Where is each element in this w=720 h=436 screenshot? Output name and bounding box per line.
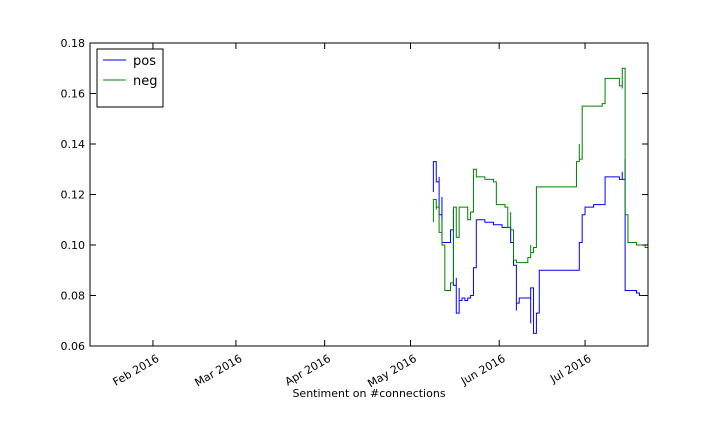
legend-box bbox=[96, 48, 164, 108]
series-layer bbox=[432, 67, 649, 334]
y-tick-label: 0.10 bbox=[61, 239, 86, 252]
y-tick-label: 0.12 bbox=[61, 189, 86, 202]
y-tick-label: 0.14 bbox=[61, 138, 86, 151]
y-tick-label: 0.08 bbox=[61, 290, 86, 303]
y-tick-label: 0.06 bbox=[61, 340, 86, 353]
legend-label-neg: neg bbox=[133, 74, 158, 89]
y-axis: 0.06 0.08 0.10 0.12 0.14 0.16 0.18 bbox=[61, 37, 648, 353]
series-line-pos bbox=[432, 159, 649, 334]
x-axis-label: Sentiment on #connections bbox=[292, 387, 445, 400]
legend: pos neg bbox=[96, 48, 164, 108]
series-line-neg bbox=[432, 67, 649, 291]
legend-label-pos: pos bbox=[133, 54, 156, 69]
y-tick-label: 0.16 bbox=[61, 88, 86, 101]
y-tick-label: 0.18 bbox=[61, 37, 86, 50]
